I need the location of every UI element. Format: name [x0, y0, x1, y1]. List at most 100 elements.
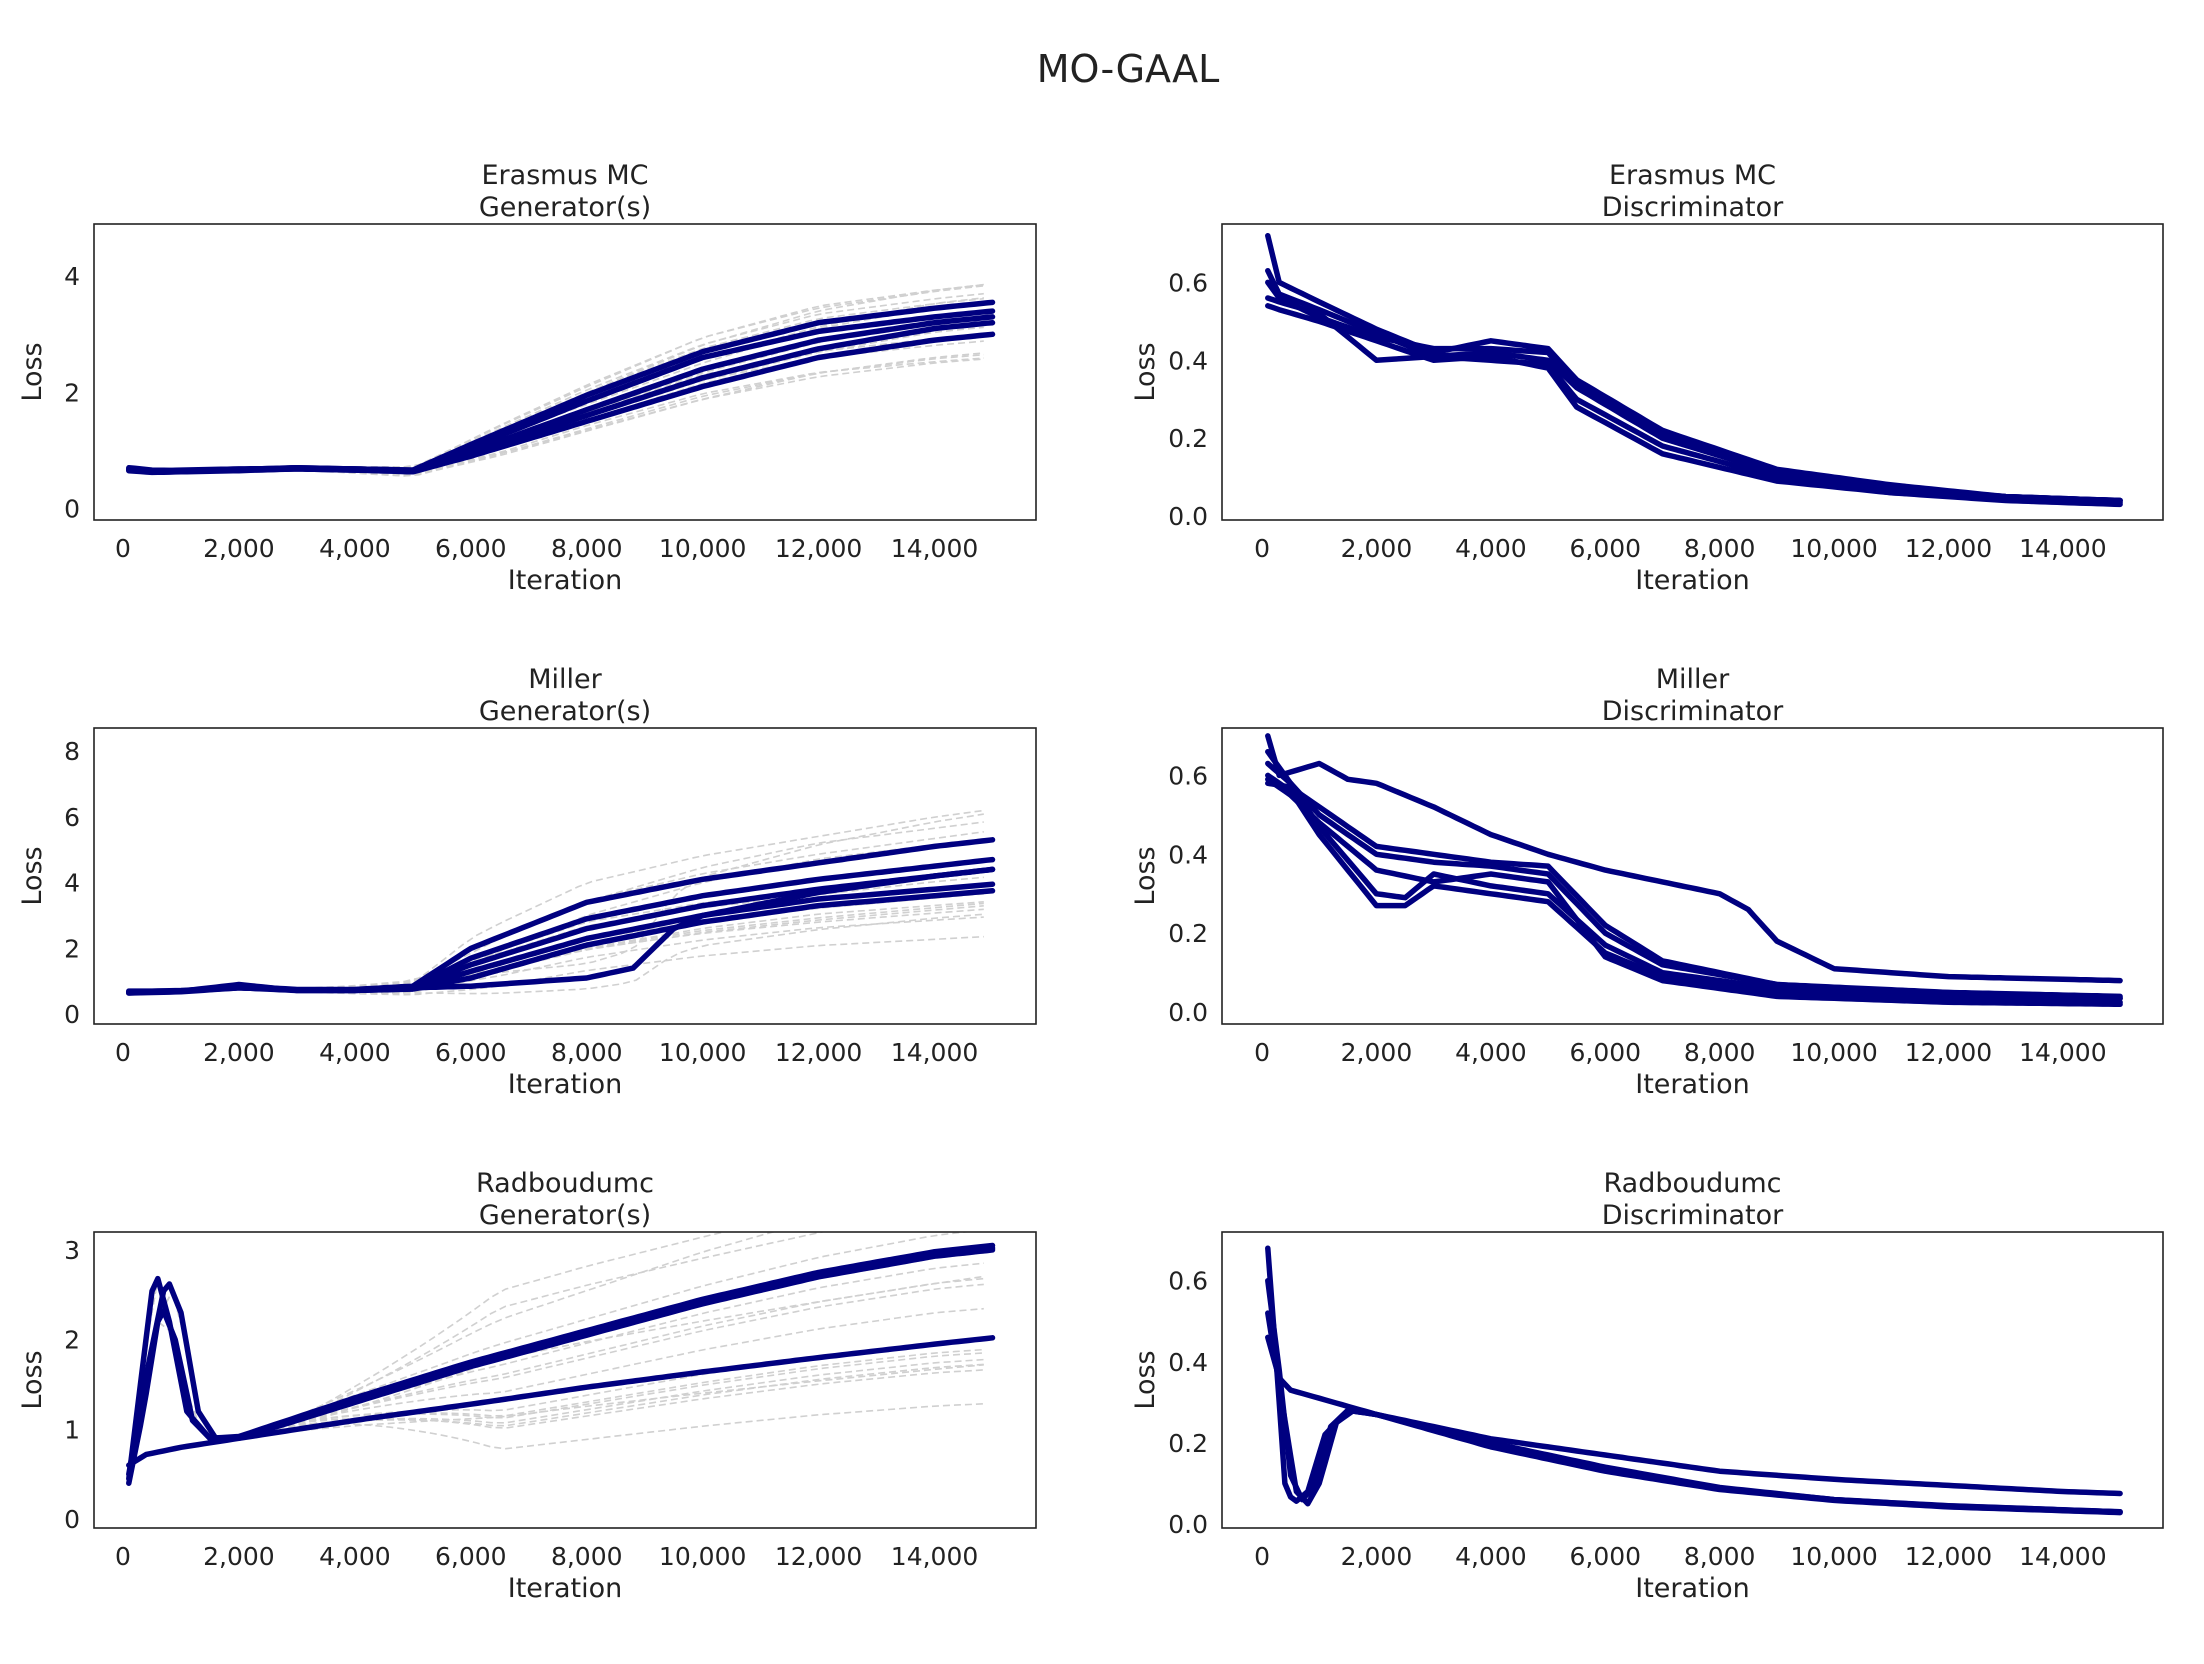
background-run-line — [128, 336, 984, 474]
y-tick-label: 0.6 — [1168, 1267, 1208, 1296]
subplot-grid: Erasmus MC Generator(s) 0 2,000 4,000 6,000 8,… — [17, 160, 2164, 1604]
x-tick-label: 8,000 — [1684, 534, 1756, 563]
panel-title-line2: Discriminator — [1602, 192, 1784, 223]
x-tick-label: 14,000 — [2019, 1038, 2106, 1067]
panel-title-line1: Radboudumc — [476, 1168, 654, 1199]
y-tick-label: 2 — [64, 934, 80, 963]
background-run-line — [128, 838, 984, 994]
series-line-4 — [1265, 1334, 2123, 1497]
x-tick-label: 8,000 — [551, 534, 623, 563]
y-axis-label: Loss — [1130, 342, 1161, 401]
y-tick-label: 0 — [64, 1505, 80, 1534]
background-run-line — [128, 285, 984, 472]
y-tick-label: 0.6 — [1168, 761, 1208, 790]
y-tick-label: 0.6 — [1168, 268, 1208, 297]
x-tick-label: 0 — [115, 534, 131, 563]
axes-frame — [1221, 727, 2164, 1025]
background-run-line — [128, 283, 984, 473]
x-tick-label: 14,000 — [891, 534, 978, 563]
background-run-line — [128, 1289, 984, 1475]
series-line-3 — [1265, 760, 2123, 1002]
y-tick-label: 1 — [64, 1415, 80, 1444]
x-tick-label: 14,000 — [891, 1038, 978, 1067]
panel-title-line2: Discriminator — [1602, 1200, 1784, 1231]
y-axis-label: Loss — [17, 342, 48, 401]
x-tick-label: 10,000 — [1790, 1038, 1877, 1067]
x-tick-label: 6,000 — [1569, 534, 1641, 563]
y-tick-label: 0.2 — [1168, 424, 1208, 453]
plot-area — [1265, 733, 2123, 1008]
series-line-1 — [1265, 1245, 2123, 1515]
background-run-line — [128, 315, 984, 472]
y-tick-label: 0 — [64, 1000, 80, 1029]
x-tick-label: 12,000 — [775, 1038, 862, 1067]
background-run-line — [128, 1278, 984, 1479]
x-tick-label: 6,000 — [435, 534, 507, 563]
axes-frame — [1221, 1231, 2164, 1529]
panel-title-line1: Erasmus MC — [1609, 160, 1776, 191]
x-tick-label: 2,000 — [203, 1542, 275, 1571]
series-line-2 — [126, 856, 996, 996]
y-tick-label: 8 — [64, 737, 80, 766]
x-tick-label: 10,000 — [659, 534, 746, 563]
x-tick-label: 6,000 — [435, 1038, 507, 1067]
y-axis-label: Loss — [1130, 846, 1161, 905]
x-tick-label: 6,000 — [435, 1542, 507, 1571]
panel-title-line2: Discriminator — [1602, 696, 1784, 727]
series-line-6 — [1265, 780, 2123, 1002]
panel-title-line1: Miller — [528, 664, 602, 695]
background-run-line — [128, 1278, 984, 1479]
panel-title-line2: Generator(s) — [479, 1200, 651, 1231]
series-line-3 — [126, 1247, 996, 1477]
x-tick-label: 10,000 — [1790, 534, 1877, 563]
background-run-line — [128, 916, 984, 994]
series-line-4 — [1265, 303, 2123, 508]
background-run-line — [128, 1278, 984, 1479]
series-line-3 — [1265, 1310, 2123, 1515]
background-run-line — [128, 1283, 984, 1475]
background-run-line — [128, 876, 984, 993]
series-line-1 — [1265, 733, 2123, 984]
x-tick-label: 12,000 — [1905, 1038, 1992, 1067]
x-tick-label: 12,000 — [775, 1542, 862, 1571]
axes-frame — [93, 1231, 1037, 1529]
series-line-2 — [126, 1245, 996, 1486]
x-tick-label: 4,000 — [1455, 1542, 1527, 1571]
y-axis-label: Loss — [1130, 1350, 1161, 1409]
panel-title-line1: Miller — [1656, 664, 1730, 695]
x-axis-label: Iteration — [508, 565, 623, 596]
x-tick-label: 2,000 — [203, 534, 275, 563]
x-tick-label: 12,000 — [1905, 534, 1992, 563]
x-axis-label: Iteration — [1635, 565, 1750, 596]
x-tick-label: 8,000 — [551, 1038, 623, 1067]
x-tick-label: 8,000 — [1684, 1038, 1756, 1067]
background-run-line — [128, 821, 984, 994]
axes-frame — [93, 223, 1037, 521]
x-tick-label: 6,000 — [1569, 1542, 1641, 1571]
y-tick-label: 0.0 — [1168, 1510, 1208, 1539]
background-run-line — [128, 353, 984, 477]
x-tick-label: 0 — [1254, 1542, 1270, 1571]
y-tick-label: 0.4 — [1168, 840, 1208, 869]
background-run-line — [128, 358, 984, 477]
background-run-line — [128, 1307, 984, 1484]
y-tick-label: 0.0 — [1168, 998, 1208, 1027]
x-tick-label: 4,000 — [319, 1542, 391, 1571]
x-tick-label: 6,000 — [1569, 1038, 1641, 1067]
x-tick-label: 0 — [115, 1038, 131, 1067]
series-line-1 — [126, 1242, 996, 1482]
y-tick-label: 4 — [64, 869, 80, 898]
series-line-5 — [1265, 776, 2123, 1008]
x-tick-label: 10,000 — [659, 1542, 746, 1571]
x-tick-label: 8,000 — [551, 1542, 623, 1571]
background-run-line — [128, 1252, 984, 1484]
axes-frame — [93, 727, 1037, 1025]
y-tick-label: 3 — [64, 1236, 80, 1265]
series-line-3 — [1265, 295, 2123, 506]
x-tick-label: 2,000 — [1341, 1542, 1413, 1571]
